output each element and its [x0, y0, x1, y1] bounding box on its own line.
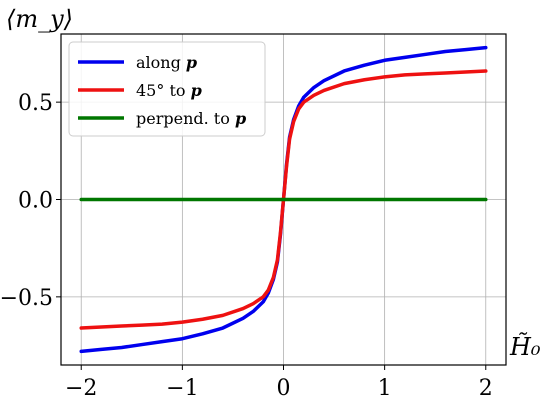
x-tick-label: −2 — [65, 376, 97, 401]
legend-entry-bold: p — [191, 81, 202, 100]
legend-entry-text: perpend. to — [136, 109, 235, 128]
y-axis-label: ⟨m_y⟩ — [6, 5, 73, 33]
x-tick-label: 2 — [479, 376, 493, 401]
legend-entry-bold: p — [235, 109, 246, 128]
legend-entry-0: along p — [136, 53, 197, 72]
legend-entry-bold: p — [186, 53, 197, 72]
x-tick-label: 1 — [378, 376, 392, 401]
x-tick-label: 0 — [277, 376, 291, 401]
y-tick-label: 0.0 — [18, 189, 53, 214]
legend-entry-text: along — [136, 53, 186, 72]
legend-box — [68, 41, 266, 137]
y-tick-label: −0.5 — [0, 286, 53, 311]
ticks: −2 −1 0 1 2 −0.5 0.0 0.5 — [0, 91, 493, 401]
x-tick-label: −1 — [166, 376, 198, 401]
series-lines — [79, 45, 488, 354]
x-axis-label: H̃₀ — [509, 333, 541, 361]
legend-entry-1: 45° to p — [136, 81, 202, 100]
legend-entry-2: perpend. to p — [136, 109, 246, 128]
legend-entry-text: 45° to — [136, 81, 191, 100]
y-tick-label: 0.5 — [18, 91, 53, 116]
